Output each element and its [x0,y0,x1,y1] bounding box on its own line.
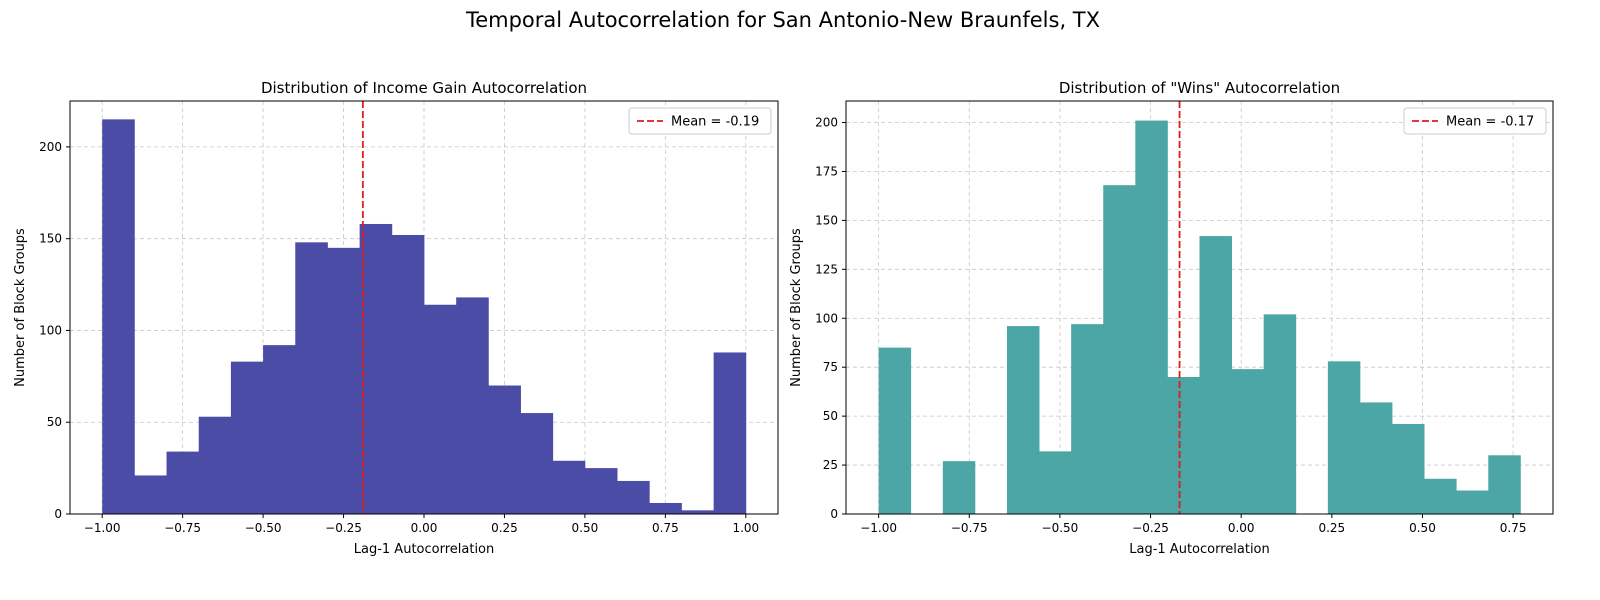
wins-legend: Mean = -0.17 [1403,107,1547,135]
income-gain-histogram-bar [327,247,361,514]
income-gain-histogram-bar [359,223,393,514]
wins-histogram-bar [1456,490,1489,514]
wins-histogram-bar [1392,423,1425,514]
wins-histogram-bar [1488,455,1521,514]
wins-y-tick-label: 125 [815,262,838,276]
income-gain-y-tick-label: 200 [39,140,62,154]
income-gain-legend-box [628,107,772,135]
wins-y-tick-label: 75 [823,360,838,374]
income-gain-x-tick-label: −0.50 [245,521,282,535]
wins-y-tick-label: 25 [823,458,838,472]
income-gain-histogram-bar [649,502,682,514]
income-gain-histogram-bar [102,119,135,514]
income-gain-histogram-bar [681,510,715,514]
income-gain-histogram-panel: −1.00 −0.75 −0.50 −0.25 0.00 0.25 0.50 0.75 1.00… [13,79,779,557]
income-gain-histogram-bar [713,352,747,514]
wins-x-tick-label: 0.25 [1318,521,1345,535]
wins-histogram-bar [1071,324,1104,514]
income-gain-x-tick-label: −0.75 [164,521,201,535]
income-gain-x-tick-label: 0.00 [411,521,438,535]
wins-histogram-bar [1039,451,1072,514]
income-gain-x-tick-label: 0.50 [572,521,599,535]
income-gain-histogram-bar [617,480,650,514]
income-gain-histogram-bar [295,242,328,515]
wins-y-tick-label: 100 [815,311,838,325]
wins-x-tick-label: 0.00 [1228,521,1255,535]
wins-legend-label: Mean = -0.17 [1446,115,1534,130]
wins-x-tick-label: 0.50 [1409,521,1436,535]
wins-histogram-bar [1167,376,1200,514]
income-gain-histogram-bar [584,468,618,514]
wins-x-tick-label: −0.75 [951,521,988,535]
income-gain-chart-title: Distribution of Income Gain Autocorrelat… [261,79,587,97]
income-gain-x-tick-label: −0.25 [325,521,362,535]
wins-x-tick-label: −1.00 [860,521,897,535]
wins-histogram-bar [1231,369,1265,514]
wins-histogram-bar [1135,120,1168,515]
income-gain-histogram-bar [198,416,232,514]
wins-histogram-bar [1006,326,1040,514]
income-gain-y-tick-label: 100 [39,323,62,337]
income-gain-legend-label: Mean = -0.19 [671,115,759,130]
income-gain-histogram-bar [134,475,167,514]
wins-axes-frame [845,100,1554,515]
wins-histogram-bar [1359,402,1393,514]
income-gain-x-tick-label: 1.00 [732,521,759,535]
income-gain-histogram-bar [520,413,554,514]
income-gain-histogram-bar [230,361,264,514]
wins-histogram-bar [942,461,976,514]
wins-histogram-bar [1199,236,1232,514]
wins-y-tick-label: 150 [815,213,838,227]
wins-x-axis-label: Lag-1 Autocorrelation [1129,542,1270,557]
income-gain-legend: Mean = -0.19 [628,107,772,135]
income-gain-x-axis-label: Lag-1 Autocorrelation [354,542,495,557]
wins-histogram-bar [878,347,912,514]
income-gain-histogram-bar [263,345,296,514]
income-gain-histogram-bar [424,304,457,514]
income-gain-y-tick-label: 150 [39,232,62,246]
figure-suptitle: Temporal Autocorrelation for San Antonio… [465,8,1100,32]
wins-y-tick-label: 200 [815,116,838,130]
wins-y-tick-label: 0 [830,507,838,521]
income-gain-y-axis-label: Number of Block Groups [13,228,28,387]
wins-chart-title: Distribution of "Wins" Autocorrelation [1059,79,1340,97]
income-gain-histogram-bar [166,451,200,514]
wins-x-tick-label: −0.50 [1042,521,1079,535]
wins-histogram-bar [1103,185,1136,514]
wins-x-tick-label: 0.75 [1500,521,1527,535]
wins-y-tick-label: 175 [815,164,838,178]
wins-histogram-bar [1424,478,1457,514]
wins-y-tick-label: 50 [823,409,838,423]
income-gain-histogram-bar [552,460,586,514]
income-gain-y-tick-label: 0 [54,507,62,521]
wins-histogram-bar [1327,361,1361,514]
income-gain-histogram-bar [488,385,521,514]
wins-x-tick-label: −0.25 [1132,521,1169,535]
wins-legend-box [1403,107,1547,135]
income-gain-y-tick-label: 50 [47,415,62,429]
income-gain-x-tick-label: −1.00 [84,521,121,535]
wins-histogram-panel: −1.00 −0.75 −0.50 −0.25 0.00 0.25 0.50 0.75 0 25 5… [789,79,1554,557]
income-gain-x-tick-label: 0.25 [491,521,518,535]
income-gain-histogram-bar [391,234,425,515]
wins-histogram-bar [1263,314,1297,514]
income-gain-histogram-bar [456,297,489,514]
income-gain-x-tick-label: 0.75 [652,521,679,535]
wins-y-axis-label: Number of Block Groups [789,228,804,387]
